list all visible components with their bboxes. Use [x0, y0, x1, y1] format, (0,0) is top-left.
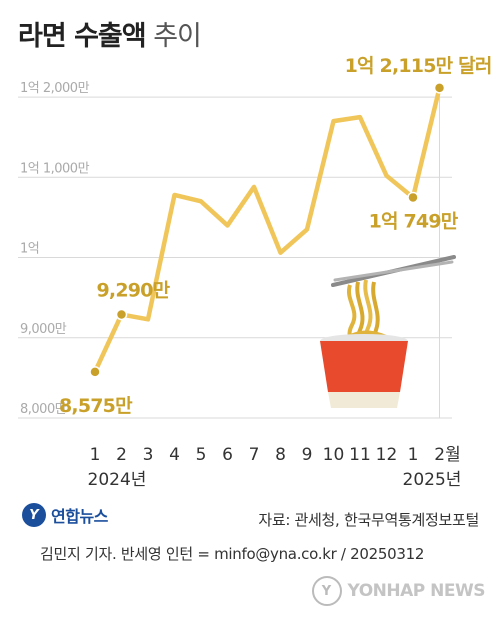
- logo-text: 연합뉴스: [51, 507, 108, 526]
- x-tick-label: 1: [408, 445, 419, 465]
- data-label: 8,575만: [59, 395, 133, 417]
- line-layer: 8,575만 9,290만 1억 749만 1억 2,115만 달러: [59, 55, 492, 417]
- title-sub: 추이: [153, 21, 202, 52]
- x-tick-label: 1: [90, 445, 101, 465]
- y-tick-label: 1억 1,000만: [20, 161, 90, 176]
- x-tick-label: 2: [116, 445, 127, 465]
- page-title: 라면 수출액 추이: [18, 14, 202, 53]
- year-label: 2024년: [88, 470, 147, 490]
- year-label: 2025년: [403, 470, 462, 490]
- watermark: Y YONHAP NEWS: [311, 576, 486, 606]
- noodle-cup-illustration: [320, 255, 456, 408]
- x-tick-label: 7: [249, 445, 260, 465]
- data-label: 9,290만: [97, 280, 171, 302]
- y-tick-label: 1억: [20, 242, 39, 257]
- data-point: [89, 366, 101, 378]
- data-point: [433, 82, 446, 94]
- x-tick-label: 4: [169, 445, 180, 465]
- x-tick-label: 10: [323, 445, 345, 465]
- credit-line: 김민지 기자. 반세영 인턴 = minfo@yna.co.kr / 20250…: [40, 545, 425, 563]
- title-main: 라면 수출액: [18, 21, 147, 52]
- x-tick-label: 6: [222, 445, 233, 465]
- x-tick-label: 5: [196, 445, 207, 465]
- y-tick-label: 9,000만: [20, 322, 67, 337]
- data-label: 1억 2,115만 달러: [345, 55, 492, 77]
- x-tick-label: 3: [143, 445, 154, 465]
- y-tick-label: 8,000만: [20, 402, 67, 417]
- data-point: [407, 191, 419, 204]
- watermark-text: YONHAP NEWS: [347, 581, 486, 601]
- series-line: [92, 85, 442, 375]
- yonhap-logo: Y 연합뉴스: [22, 503, 108, 527]
- logo-mark-icon: Y: [22, 503, 46, 527]
- x-tick-label: 2월: [434, 445, 460, 465]
- watermark-icon: Y: [311, 576, 342, 606]
- y-tick-label: 1억 2,000만: [20, 81, 90, 96]
- source-note: 자료: 관세청, 한국무역통계정보포털: [258, 511, 479, 529]
- x-tick-label: 12: [376, 445, 398, 465]
- data-label: 1억 749만: [369, 210, 459, 232]
- x-tick-label: 9: [302, 445, 313, 465]
- x-tick-label: 11: [349, 445, 371, 465]
- data-point: [115, 308, 128, 321]
- x-tick-label: 8: [275, 445, 286, 465]
